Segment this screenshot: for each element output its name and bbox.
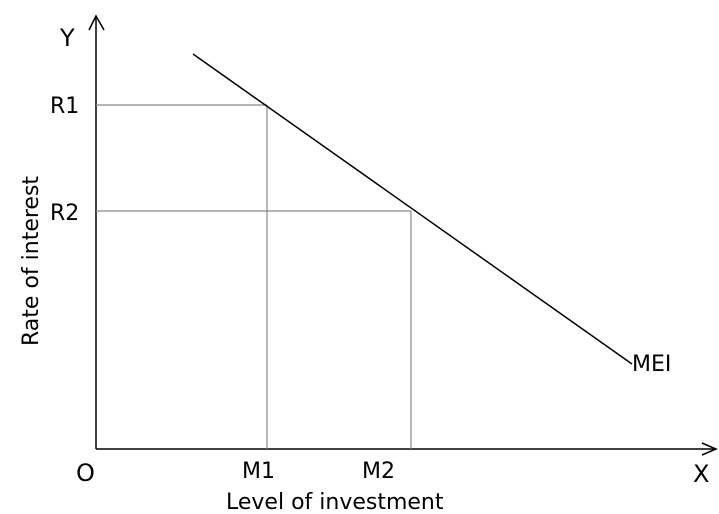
y-tick-r1: R1 bbox=[50, 94, 79, 119]
x-tick-m2: M2 bbox=[362, 459, 395, 484]
x-tick-m1: M1 bbox=[242, 459, 275, 484]
y-axis-title: Rate of interest bbox=[19, 176, 44, 346]
y-axis-letter: Y bbox=[59, 24, 75, 52]
y-tick-r2: R2 bbox=[50, 201, 79, 226]
mei-curve bbox=[192, 53, 633, 365]
x-axis-arrowhead bbox=[701, 442, 718, 456]
x-axis-title: Level of investment bbox=[226, 490, 444, 514]
y-axis-arrowhead bbox=[88, 14, 105, 31]
curve-label-mei: MEI bbox=[632, 352, 671, 377]
x-axis-letter: X bbox=[693, 460, 709, 488]
origin-label: O bbox=[76, 459, 95, 487]
